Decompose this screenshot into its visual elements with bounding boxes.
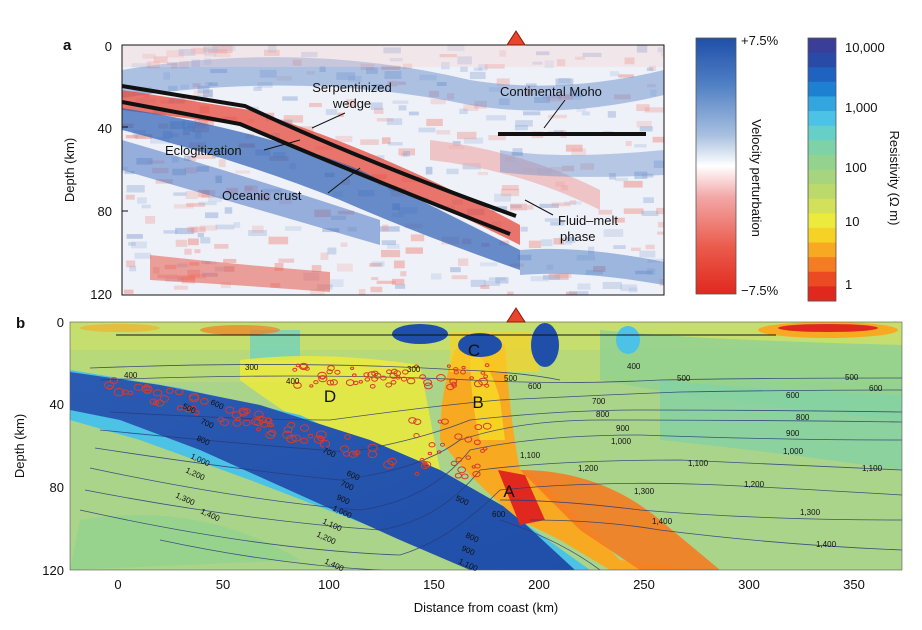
fluid-melt-label-1: Fluid–melt [558,213,618,228]
panel-b-xtick: 150 [423,577,445,592]
isotherm-label: 700 [592,397,606,406]
resistivity-swatch [808,184,836,199]
serpentinized-label-2: wedge [332,96,371,111]
resistivity-tick: 1 [845,277,852,292]
resistivity-swatch [808,257,836,272]
panel-a-label: a [63,37,72,54]
isotherm-label: 300 [407,365,421,374]
isotherm-label: 800 [596,410,610,419]
panel-b-xtick: 250 [633,577,655,592]
resistivity-section [70,322,902,572]
isotherm-label: 300 [245,363,259,372]
zone-label-c: C [468,341,480,360]
isotherm-label: 900 [616,424,630,433]
panel-b-xtick: 200 [528,577,550,592]
resistivity-swatch [808,213,836,228]
zone-label-b: B [472,393,483,412]
isotherm-label: 500 [845,373,859,382]
isotherm-label: 800 [796,413,810,422]
isotherm-label: 1,300 [634,487,655,496]
zone-label-d: D [324,387,336,406]
isotherm-label: 1,300 [800,508,821,517]
resistivity-colorbar-title: Resistivity (Ω m) [887,131,902,226]
isotherm-label: 1,400 [816,540,837,549]
panel-b-ytick: 120 [42,563,64,578]
resistivity-tick: 10 [845,214,859,229]
panel-a-ytick: 80 [98,204,112,219]
continental-moho-label: Continental Moho [500,84,602,99]
panel-b-xlabel: Distance from coast (km) [414,600,558,615]
isotherm-label: 600 [528,382,542,391]
panel-b-xtick: 350 [843,577,865,592]
isotherm-label: 400 [627,362,641,371]
resistivity-swatch [808,170,836,185]
resistivity-swatch [808,111,836,126]
isotherm-label: 500 [504,374,518,383]
resistivity-colorbar: 10,000 1,000 100 10 1 Resistivity (Ω m) [808,38,902,302]
velocity-top-label: +7.5% [741,33,779,48]
serpentinized-label-1: Serpentinized [312,80,392,95]
isotherm-label: 900 [786,429,800,438]
velocity-colorbar: +7.5% −7.5% Velocity perturbation [696,33,779,298]
velocity-bottom-label: −7.5% [741,283,779,298]
panel-a-y-axis: Depth (km) 0 40 80 120 [62,39,128,302]
isotherm-label: 1,200 [578,464,599,473]
resistivity-swatch [808,38,836,53]
isotherm-label: 600 [786,391,800,400]
panel-b-xtick: 50 [216,577,230,592]
resistivity-swatch [808,140,836,155]
resistivity-swatch [808,82,836,97]
panel-a-ytick: 0 [105,39,112,54]
resistivity-swatch [808,243,836,258]
isotherm-label: 1,100 [520,451,541,460]
panel-a-ytick: 120 [90,287,112,302]
panel-b-x-axis: 0 50 100 150 200 250 300 350 Distance fr… [114,577,864,615]
panel-b-y-axis: Depth (km) 0 40 80 120 [12,315,64,578]
isotherm-label: 500 [677,374,691,383]
zone-label-a: A [503,482,515,501]
isotherm-label: 1,000 [783,447,804,456]
panel-b-ytick: 80 [50,480,64,495]
isotherm-label: 1,200 [744,480,765,489]
isotherm-label: 600 [492,510,506,519]
oceanic-crust-label: Oceanic crust [222,188,302,203]
resistivity-swatch [808,199,836,214]
eclogitization-label: Eclogitization [165,143,242,158]
panel-b-ytick: 40 [50,397,64,412]
isotherm-label: 1,100 [862,464,883,473]
resistivity-swatch [808,53,836,68]
isotherm-label: 1,400 [652,517,673,526]
resistivity-tick: 1,000 [845,100,878,115]
isotherm-label: 600 [869,384,883,393]
resistivity-swatch [808,126,836,141]
velocity-colorbar-title: Velocity perturbation [749,119,764,237]
isotherm-label: 400 [286,377,300,386]
resistivity-swatch [808,155,836,170]
volcano-marker-a [507,31,525,45]
panel-b-ytick: 0 [57,315,64,330]
panel-b-xtick: 0 [114,577,121,592]
fluid-melt-label-2: phase [560,229,595,244]
panel-a-ylabel: Depth (km) [62,138,77,202]
volcano-marker-b [507,308,525,322]
resistivity-tick: 10,000 [845,40,885,55]
resistivity-swatch [808,96,836,111]
panel-b-xtick: 100 [318,577,340,592]
resistivity-swatch [808,272,836,287]
resistivity-swatch [808,67,836,82]
panel-b-label: b [16,315,25,332]
resistivity-tick: 100 [845,160,867,175]
isotherm-label: 1,100 [688,459,709,468]
resistivity-swatch [808,286,836,301]
panel-b-xtick: 300 [738,577,760,592]
isotherm-label: 1,000 [611,437,632,446]
panel-a-ytick: 40 [98,121,112,136]
panel-b-ylabel: Depth (km) [12,414,27,478]
isotherm-label: 400 [124,371,138,380]
resistivity-swatch [808,228,836,243]
